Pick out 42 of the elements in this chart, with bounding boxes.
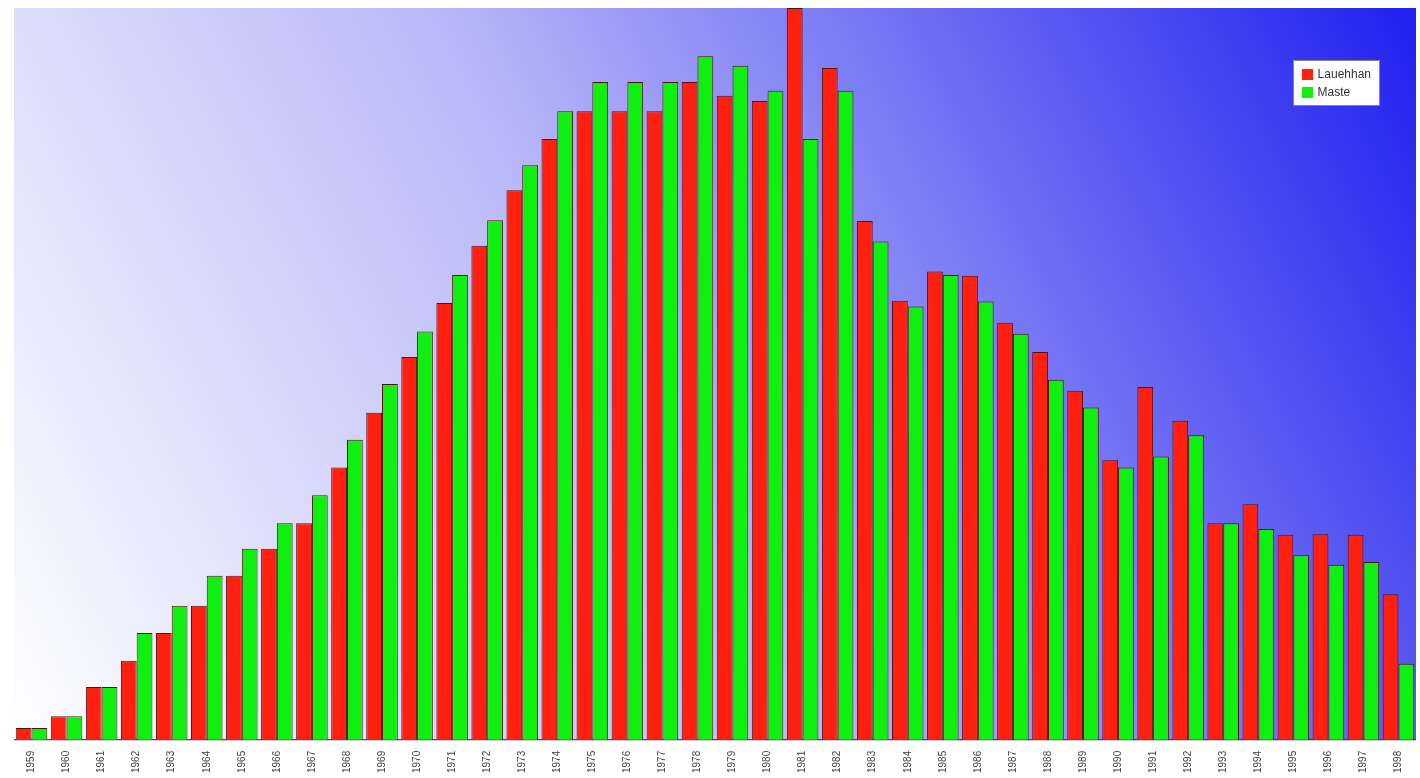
x-tick-label: 1960 — [60, 750, 72, 773]
x-tick-label: 1962 — [130, 750, 142, 773]
x-tick-label: 1975 — [586, 750, 598, 773]
x-tick-label: 1992 — [1181, 750, 1193, 773]
x-tick-label: 1968 — [340, 750, 352, 773]
x-tick-label: 1972 — [480, 750, 492, 773]
x-tick-label: 1983 — [866, 750, 878, 773]
x-tick-label: 1978 — [691, 750, 703, 773]
x-tick-label: 1990 — [1111, 750, 1123, 773]
x-tick-label: 1959 — [25, 750, 37, 773]
x-tick-label: 1971 — [445, 750, 457, 773]
x-tick-label: 1961 — [95, 750, 107, 773]
x-tick-label: 1993 — [1216, 750, 1228, 773]
x-tick-label: 1965 — [235, 750, 247, 773]
x-tick-label: 1982 — [831, 750, 843, 773]
x-tick-label: 1963 — [165, 750, 177, 773]
x-tick-label: 1997 — [1357, 750, 1369, 773]
x-tick-label: 1988 — [1041, 750, 1053, 773]
x-tick-label: 1970 — [410, 750, 422, 773]
x-tick-label: 1977 — [656, 750, 668, 773]
x-tick-label: 1966 — [270, 750, 282, 773]
x-tick-label: 1980 — [761, 750, 773, 773]
x-tick-label: 1995 — [1287, 750, 1299, 773]
x-tick-label: 1979 — [726, 750, 738, 773]
x-tick-label: 1985 — [936, 750, 948, 773]
x-tick-label: 1984 — [901, 750, 913, 773]
x-tick-label: 1994 — [1252, 750, 1264, 773]
x-tick-label: 1969 — [375, 750, 387, 773]
x-tick-label: 1986 — [971, 750, 983, 773]
x-tick-label: 1981 — [796, 750, 808, 773]
legend-label: Lauehhan — [1317, 67, 1371, 81]
x-tick-label: 1967 — [305, 750, 317, 773]
x-tick-label: 1989 — [1076, 750, 1088, 773]
x-tick-label: 1964 — [200, 750, 212, 773]
x-tick-label: 1998 — [1392, 750, 1404, 773]
x-tick-label: 1991 — [1146, 750, 1158, 773]
x-tick-label: 1974 — [551, 750, 563, 773]
x-tick-label: 1996 — [1322, 750, 1334, 773]
x-tick-label: 1976 — [621, 750, 633, 773]
legend-label: Maste — [1317, 85, 1351, 99]
x-tick-label: 1973 — [515, 750, 527, 773]
x-tick-label: 1987 — [1006, 750, 1018, 773]
